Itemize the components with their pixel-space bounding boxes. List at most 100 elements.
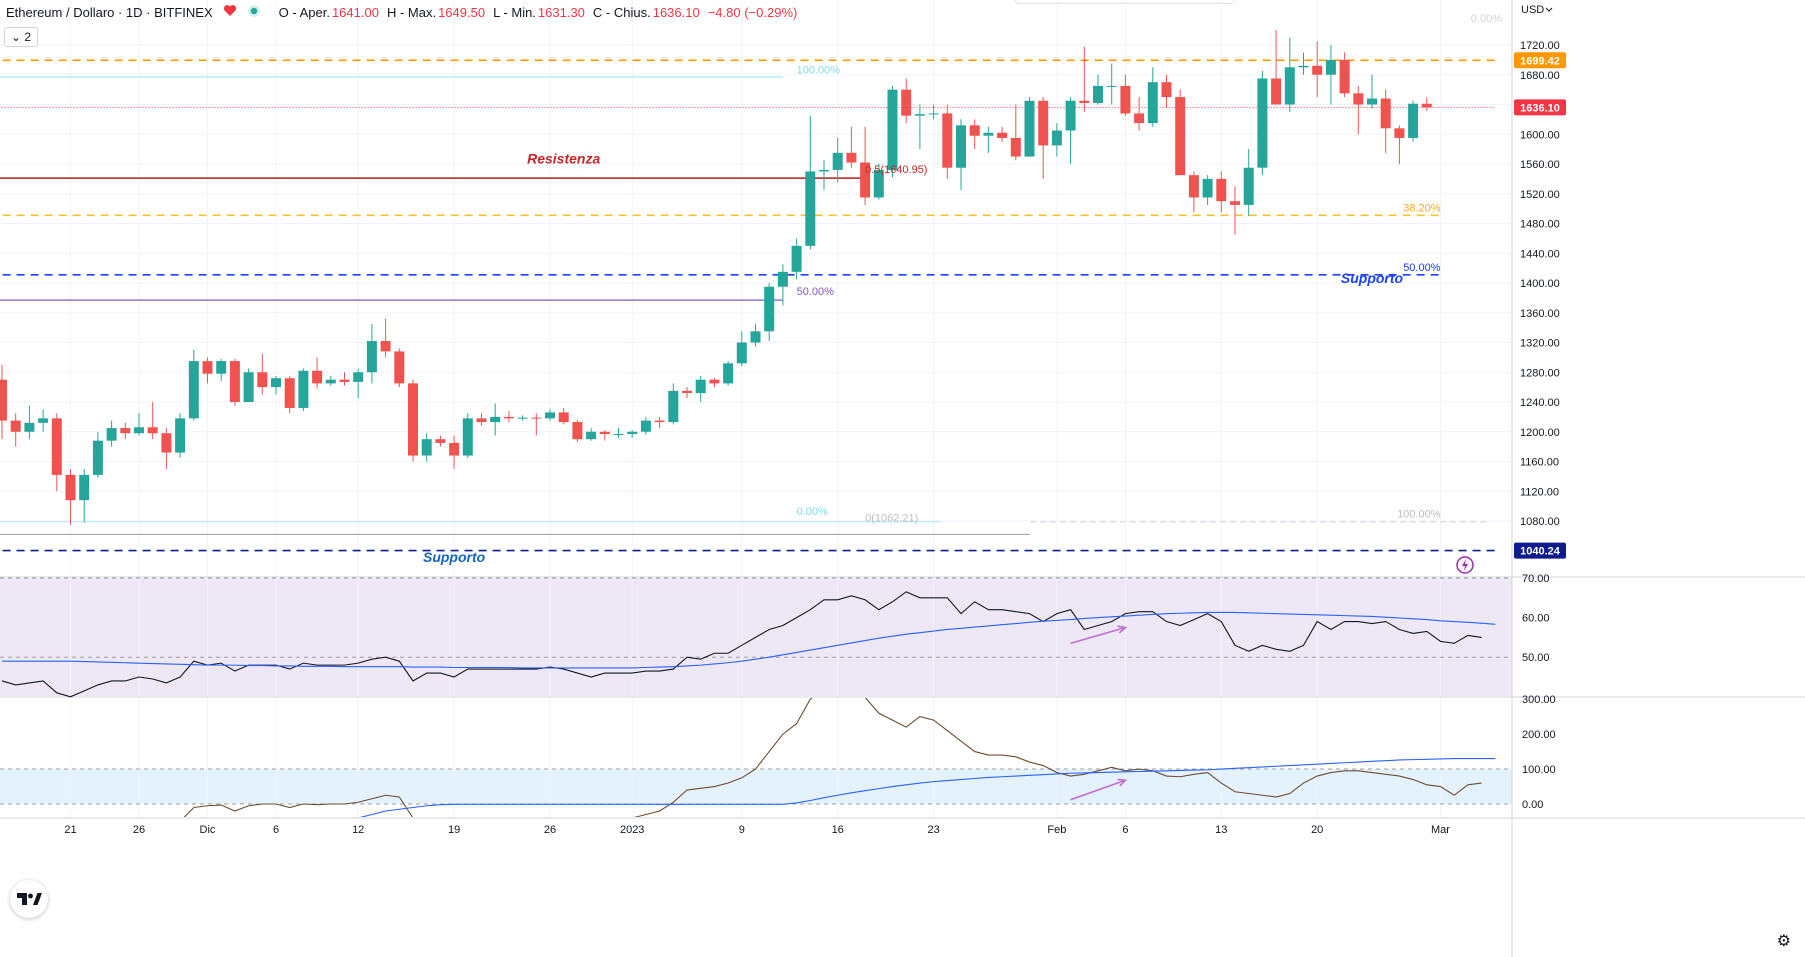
candle-body (51, 418, 62, 475)
candle-body (654, 420, 665, 423)
candle-body (517, 417, 528, 419)
low-value: 1631.30 (537, 4, 585, 20)
candle-body (887, 89, 898, 170)
candle-body (1312, 65, 1323, 75)
chevron-down-icon (1545, 7, 1553, 12)
time-tick-label: 19 (448, 824, 460, 836)
candles (0, 30, 1432, 525)
close-label: C - Chius. (592, 4, 651, 20)
candle-body (188, 361, 199, 419)
annotation-label: 100.00% (797, 64, 841, 76)
candle-body (1367, 98, 1377, 105)
candle-body (1284, 67, 1295, 105)
candle-body (942, 113, 953, 168)
candle-body (229, 361, 240, 402)
heart-icon[interactable] (223, 4, 237, 20)
time-tick-label: 13 (1215, 824, 1227, 836)
annotation-label: 38.20% (1403, 203, 1441, 215)
symbol-title[interactable]: Ethereum / Dollaro · 1D · BITFINEX (6, 4, 213, 20)
cci-ma-line (359, 758, 1496, 817)
candle-body (1380, 98, 1391, 129)
candle-body (1051, 130, 1062, 146)
time-tick-label: 16 (832, 824, 844, 836)
candle-body (1202, 178, 1213, 198)
annotation-label: Resistenza (527, 150, 600, 166)
candle-body (1134, 113, 1145, 124)
price-axis: USD0.00%1720.001680.001640.001600.001560… (1471, 4, 1566, 559)
price-tick-label: 1200.00 (1520, 427, 1560, 439)
candle-body (79, 474, 90, 501)
time-tick-label: 23 (927, 824, 939, 836)
cci-tick-label: 0.00 (1522, 799, 1543, 811)
tradingview-logo-icon[interactable] (10, 880, 48, 918)
annotation-label: 50.00% (797, 286, 835, 298)
candle-body (339, 379, 350, 382)
candle-body (353, 372, 364, 382)
time-tick-label: 20 (1311, 824, 1323, 836)
candle-body (914, 114, 925, 116)
cci-tick-label: 200.00 (1522, 729, 1556, 741)
price-tick-label: 1400.00 (1520, 278, 1560, 290)
time-tick-label: 26 (133, 824, 145, 836)
candle-body (65, 474, 76, 501)
price-tick-label: 1160.00 (1520, 457, 1559, 469)
gear-icon[interactable]: ⚙ (1776, 933, 1791, 950)
candle-body (1161, 82, 1172, 98)
candle-body (545, 412, 555, 419)
time-tick-label: 26 (544, 824, 556, 836)
candle-body (682, 390, 692, 394)
price-tick-label: 1080.00 (1520, 516, 1560, 528)
cci-band (0, 769, 1512, 804)
candle-body (846, 152, 857, 163)
price-tick-label: 1240.00 (1520, 397, 1560, 409)
candle-body (531, 417, 542, 419)
candle-body (490, 416, 501, 423)
candle-body (983, 132, 994, 136)
rsi-panel: 70.00 60.00 50.00 (0, 573, 1550, 698)
candle-body (161, 433, 172, 453)
price-label: 1699.42 (1520, 55, 1560, 67)
candle-body (147, 427, 158, 434)
candle-body (997, 132, 1008, 138)
price-axis-unit: USD (1521, 4, 1544, 16)
change-value: −4.80 (−0.29%) (707, 4, 798, 20)
candle-body (1106, 85, 1117, 87)
candle-body (298, 370, 309, 408)
candle-body (120, 428, 131, 434)
trend-arrow-head (1117, 778, 1128, 787)
lightning-icon-bolt (1462, 559, 1468, 571)
candle-body (1010, 137, 1021, 157)
candle-body (1230, 201, 1240, 205)
candle-body (408, 383, 418, 456)
price-tick-label: 1120.00 (1520, 486, 1559, 498)
indicator-count: 2 (24, 30, 32, 44)
candle-body (1175, 97, 1186, 176)
indicators-toggle[interactable]: ⌄ 2 (4, 27, 39, 47)
annotation-label: Supporto (1341, 270, 1404, 286)
time-tick-label: Dic (200, 824, 216, 836)
candle-body (421, 439, 432, 456)
time-axis: 21 26 Dic 6 12 19 26 2023 9 16 23 Feb 6 13 20 Mar (64, 824, 1450, 836)
candle-body (175, 418, 186, 453)
status-dot-icon (247, 4, 261, 21)
candle-body (92, 440, 103, 475)
price-tick-label: 1440.00 (1520, 248, 1560, 260)
top-toolbar-dropdown[interactable] (1015, 0, 1235, 4)
price-label-bg (1514, 542, 1566, 559)
candle-body (1339, 59, 1350, 94)
candle-body (819, 169, 829, 172)
candle-body (449, 442, 460, 456)
candle-body (1038, 100, 1049, 146)
time-tick-label: 6 (1122, 824, 1128, 836)
candle-body (572, 422, 583, 440)
candle-body (1408, 103, 1419, 138)
candle-body (503, 416, 514, 419)
rsi-tick-label: 50.00 (1522, 652, 1550, 664)
time-tick-label: 12 (352, 824, 364, 836)
low-label: L - Min. (493, 4, 536, 20)
candle-body (805, 171, 816, 246)
candle-body (956, 125, 966, 168)
open-label: O - Aper. (278, 4, 330, 20)
candle-body (10, 420, 21, 432)
